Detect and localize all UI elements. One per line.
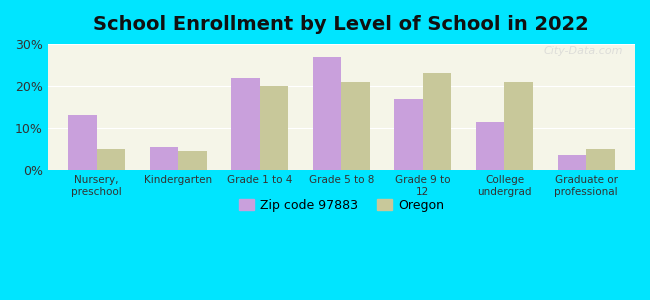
Bar: [150, 147, 178, 170]
Bar: [423, 74, 452, 170]
Bar: [476, 122, 504, 170]
Title: School Enrollment by Level of School in 2022: School Enrollment by Level of School in …: [94, 15, 590, 34]
Bar: [178, 151, 207, 170]
Bar: [260, 86, 289, 170]
Legend: Zip code 97883, Oregon: Zip code 97883, Oregon: [234, 194, 449, 217]
Bar: [558, 155, 586, 170]
Bar: [504, 82, 533, 170]
Bar: [313, 56, 341, 170]
Bar: [341, 82, 370, 170]
Bar: [586, 149, 615, 170]
Bar: [97, 149, 125, 170]
Text: City-Data.com: City-Data.com: [544, 46, 623, 56]
Bar: [68, 116, 97, 170]
Bar: [231, 78, 260, 170]
Bar: [395, 99, 423, 170]
